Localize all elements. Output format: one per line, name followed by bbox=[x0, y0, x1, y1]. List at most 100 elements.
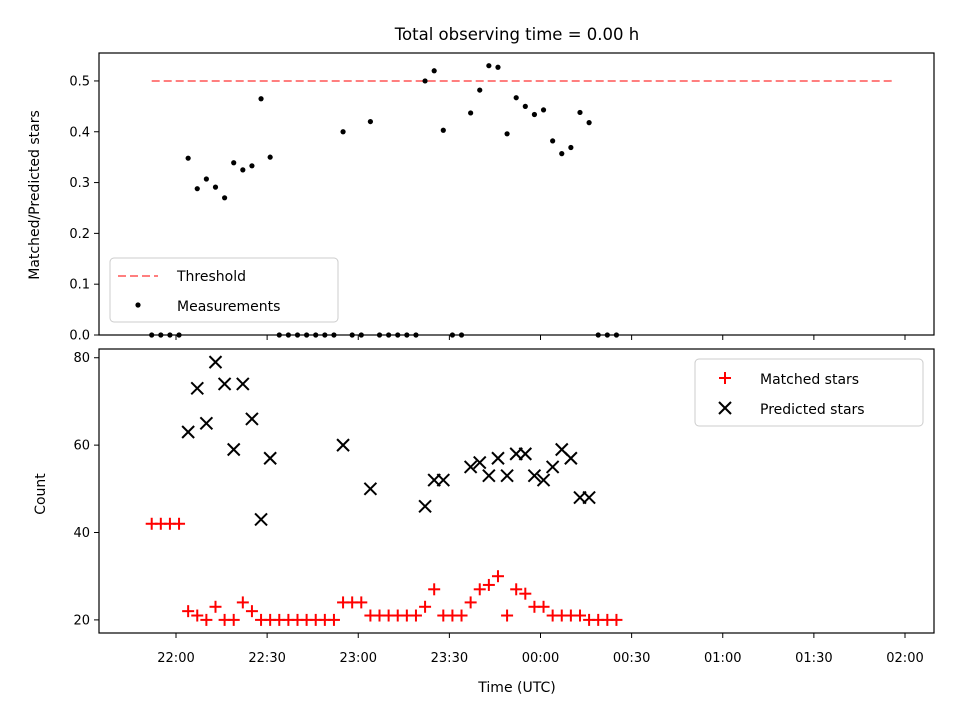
predicted-star-point bbox=[482, 469, 496, 483]
matched-star-point bbox=[236, 596, 249, 609]
x-tick-label: 23:00 bbox=[340, 651, 377, 666]
measurement-point bbox=[367, 118, 373, 125]
legend-predicted-swatch bbox=[718, 401, 732, 415]
measurement-point bbox=[212, 184, 219, 190]
matched-star-point bbox=[182, 605, 195, 618]
bottom-legend: Matched stars Predicted stars bbox=[694, 358, 924, 427]
legend-measurements-label: Measurements bbox=[177, 299, 280, 315]
measurement-point bbox=[577, 109, 583, 116]
measurement-point bbox=[231, 160, 237, 166]
measurement-point bbox=[513, 95, 519, 101]
measurement-point bbox=[194, 186, 200, 192]
measurement-point bbox=[249, 163, 255, 169]
predicted-star-point bbox=[236, 377, 250, 391]
matched-star-point bbox=[501, 609, 514, 622]
measurement-point bbox=[559, 151, 565, 157]
matched-star-point bbox=[327, 613, 340, 626]
measurement-point bbox=[477, 87, 483, 93]
predicted-star-point bbox=[527, 469, 542, 483]
measurement-point bbox=[340, 129, 346, 135]
bottom-x-ticks: 22:00 22:30 23:00 23:30 00:00 00:30 01:00 01:30… bbox=[157, 633, 924, 666]
top-y-tick-label: 0.4 bbox=[69, 125, 90, 140]
matched-star-point bbox=[537, 600, 550, 613]
matched-star-point bbox=[209, 600, 222, 613]
predicted-star-point bbox=[199, 416, 214, 430]
legend-threshold-label: Threshold bbox=[176, 269, 246, 285]
measurement-point bbox=[540, 107, 547, 113]
measurement-point bbox=[486, 63, 492, 69]
top-legend-box bbox=[109, 257, 339, 323]
bottom-y-tick-label: 80 bbox=[73, 351, 90, 366]
measurement-point bbox=[568, 144, 574, 151]
predicted-star-point bbox=[254, 512, 268, 527]
predicted-star-point bbox=[336, 438, 350, 452]
predicted-star-point bbox=[190, 381, 204, 396]
bottom-y-tick-label: 20 bbox=[73, 613, 90, 628]
measurement-point bbox=[495, 64, 501, 70]
bottom-axes-frame bbox=[98, 348, 935, 634]
x-tick-label: 00:00 bbox=[522, 651, 559, 666]
legend-predicted-label: Predicted stars bbox=[760, 402, 865, 418]
predicted-star-point bbox=[418, 499, 432, 513]
predicted-star-point bbox=[536, 473, 551, 487]
matched-star-point bbox=[473, 583, 486, 596]
x-tick-label: 01:30 bbox=[795, 651, 832, 666]
matched-star-point bbox=[173, 517, 186, 530]
measurement-point bbox=[504, 131, 510, 137]
measurement-point bbox=[203, 176, 209, 182]
predicted-star-point bbox=[181, 425, 195, 439]
measurement-point bbox=[531, 111, 538, 118]
x-tick-label: 00:30 bbox=[613, 651, 650, 666]
bottom-y-ticks: 20 40 60 80 bbox=[73, 351, 99, 628]
x-axis-label: Time (UTC) bbox=[477, 680, 555, 696]
bottom-y-axis-label: Count bbox=[33, 473, 49, 515]
predicted-star-point bbox=[564, 451, 578, 465]
x-tick-label: 01:00 bbox=[704, 651, 741, 666]
x-tick-label: 23:30 bbox=[431, 651, 468, 666]
predicted-star-point bbox=[463, 460, 478, 474]
predicted-star-point bbox=[491, 451, 505, 465]
top-plot-area bbox=[149, 63, 893, 338]
matched-star-point bbox=[519, 587, 532, 600]
matched-star-point bbox=[491, 570, 504, 583]
matched-star-point bbox=[200, 613, 213, 626]
bottom-y-tick-label: 60 bbox=[73, 439, 90, 454]
matched-star-point bbox=[464, 596, 477, 609]
predicted-star-point bbox=[473, 455, 487, 470]
measurement-point bbox=[522, 103, 528, 109]
matched-star-point bbox=[419, 600, 432, 613]
predicted-star-point bbox=[545, 460, 560, 474]
measurement-point bbox=[586, 120, 592, 126]
bottom-y-tick-label: 40 bbox=[73, 526, 90, 541]
matched-star-point bbox=[455, 609, 468, 622]
matched-star-point bbox=[510, 583, 523, 596]
predicted-star-point bbox=[217, 377, 232, 391]
ratio-panel: Total observing time = 0.00 h Matched/Pr… bbox=[27, 25, 935, 344]
measurement-point bbox=[431, 68, 437, 74]
chart-title: Total observing time = 0.00 h bbox=[394, 25, 639, 44]
top-y-axis-label: Matched/Predicted stars bbox=[27, 110, 43, 280]
top-y-tick-label: 0.0 bbox=[69, 329, 90, 344]
top-y-tick-label: 0.5 bbox=[69, 74, 90, 89]
predicted-star-point bbox=[436, 473, 451, 487]
measurement-point bbox=[185, 155, 191, 161]
bottom-plot-area bbox=[145, 355, 623, 626]
count-panel: Count Time (UTC) 20 40 60 80 22:00 22:30 23:0… bbox=[33, 348, 935, 696]
legend-matched-swatch bbox=[719, 372, 731, 384]
matched-star-point bbox=[227, 613, 240, 626]
predicted-star-point bbox=[208, 355, 223, 369]
matched-star-point bbox=[409, 609, 422, 622]
measurement-point bbox=[422, 78, 428, 84]
legend-matched-label: Matched stars bbox=[760, 372, 859, 388]
matched-star-point bbox=[610, 613, 623, 626]
top-y-tick-label: 0.2 bbox=[69, 227, 90, 242]
predicted-star-point bbox=[500, 469, 514, 483]
predicted-star-point bbox=[263, 451, 277, 465]
predicted-star-point bbox=[227, 442, 241, 457]
measurement-point bbox=[222, 195, 228, 201]
predicted-star-point bbox=[363, 482, 378, 496]
measurement-point bbox=[440, 127, 446, 133]
top-y-tick-label: 0.1 bbox=[69, 278, 90, 293]
matched-star-point bbox=[355, 596, 368, 609]
measurement-point bbox=[267, 154, 273, 160]
